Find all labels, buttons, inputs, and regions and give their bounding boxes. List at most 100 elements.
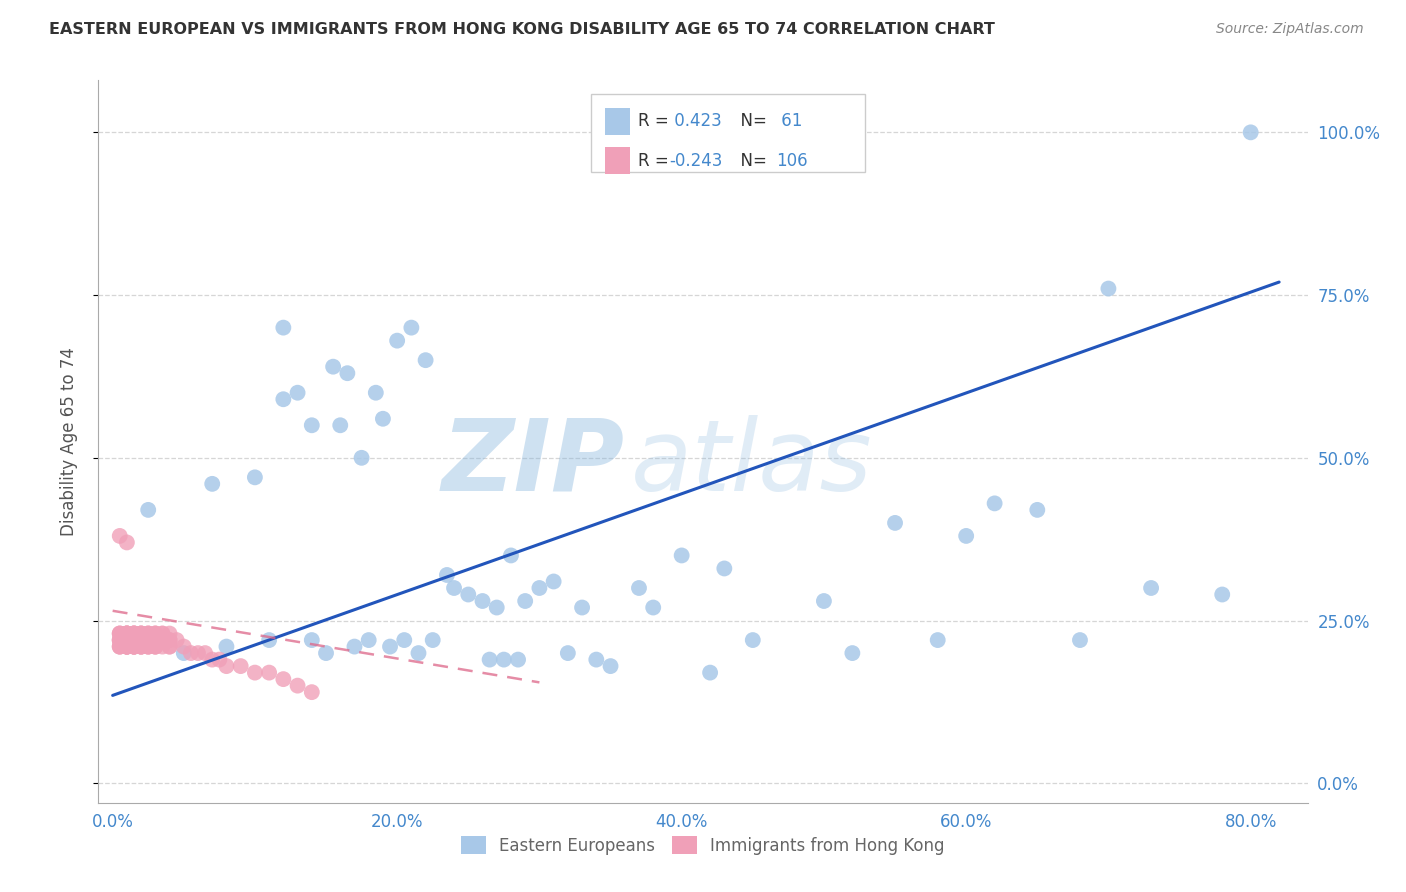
Point <box>129 626 152 640</box>
Point <box>585 652 607 666</box>
Point <box>143 640 166 654</box>
Point <box>136 503 159 517</box>
Point <box>129 633 152 648</box>
Point <box>108 640 131 654</box>
Point <box>152 626 174 640</box>
Point <box>136 633 159 648</box>
Text: -0.243: -0.243 <box>669 152 723 169</box>
Point <box>201 652 224 666</box>
Point <box>143 633 166 648</box>
Point <box>215 640 238 654</box>
Point <box>415 353 437 368</box>
Text: Source: ZipAtlas.com: Source: ZipAtlas.com <box>1216 22 1364 37</box>
Point <box>122 626 145 640</box>
Point <box>385 334 408 348</box>
Point <box>287 385 309 400</box>
Point <box>122 640 145 654</box>
Point <box>136 633 159 648</box>
Point <box>443 581 465 595</box>
Text: 61: 61 <box>776 112 803 130</box>
Point <box>136 633 159 648</box>
Point <box>215 659 238 673</box>
Point <box>983 496 1005 510</box>
Point <box>108 626 131 640</box>
Point <box>643 600 665 615</box>
Point <box>115 633 138 648</box>
Point <box>143 640 166 654</box>
Point <box>329 418 352 433</box>
Point <box>471 594 494 608</box>
Point <box>627 581 650 595</box>
Point <box>122 633 145 648</box>
Point <box>143 633 166 648</box>
Point <box>499 549 522 563</box>
Point <box>115 626 138 640</box>
Point <box>713 561 735 575</box>
Point <box>122 633 145 648</box>
Point <box>422 633 444 648</box>
Point <box>152 626 174 640</box>
Point <box>301 633 323 648</box>
Point <box>115 633 138 648</box>
Point <box>129 640 152 654</box>
Point <box>1097 282 1119 296</box>
Point <box>599 659 621 673</box>
Point <box>129 640 152 654</box>
Point <box>336 366 359 380</box>
Point <box>152 633 174 648</box>
Point <box>364 385 387 400</box>
Point <box>152 633 174 648</box>
Point <box>927 633 949 648</box>
Point <box>543 574 565 589</box>
Point <box>173 640 195 654</box>
Point <box>115 626 138 640</box>
Legend: Eastern Europeans, Immigrants from Hong Kong: Eastern Europeans, Immigrants from Hong … <box>453 828 953 863</box>
Point <box>115 633 138 648</box>
Point <box>115 626 138 640</box>
Point <box>136 626 159 640</box>
Point <box>129 633 152 648</box>
Point <box>115 640 138 654</box>
Point <box>129 626 152 640</box>
Point <box>159 633 181 648</box>
Point <box>122 633 145 648</box>
Point <box>159 640 181 654</box>
Point <box>243 665 266 680</box>
Point <box>350 450 373 465</box>
Point <box>129 640 152 654</box>
Point <box>115 633 138 648</box>
Point <box>515 594 537 608</box>
Point <box>287 679 309 693</box>
Point <box>378 640 401 654</box>
Point <box>955 529 977 543</box>
Point <box>1140 581 1163 595</box>
Point <box>173 646 195 660</box>
Point <box>115 633 138 648</box>
Point <box>115 640 138 654</box>
Point <box>301 418 323 433</box>
Point <box>201 476 224 491</box>
Point <box>315 646 337 660</box>
Point <box>136 633 159 648</box>
Point <box>122 626 145 640</box>
Point <box>108 640 131 654</box>
Point <box>257 633 280 648</box>
Text: EASTERN EUROPEAN VS IMMIGRANTS FROM HONG KONG DISABILITY AGE 65 TO 74 CORRELATIO: EASTERN EUROPEAN VS IMMIGRANTS FROM HONG… <box>49 22 995 37</box>
Point <box>115 626 138 640</box>
Point <box>136 626 159 640</box>
Point <box>122 626 145 640</box>
Point <box>108 640 131 654</box>
Point <box>159 633 181 648</box>
Point <box>129 626 152 640</box>
Point <box>129 633 152 648</box>
Point <box>115 633 138 648</box>
Point <box>1026 503 1049 517</box>
Point <box>273 392 295 407</box>
Point <box>115 633 138 648</box>
Point <box>492 652 515 666</box>
Point <box>143 626 166 640</box>
Point <box>115 640 138 654</box>
Point <box>115 535 138 549</box>
Point <box>571 600 593 615</box>
Text: N=: N= <box>730 152 772 169</box>
